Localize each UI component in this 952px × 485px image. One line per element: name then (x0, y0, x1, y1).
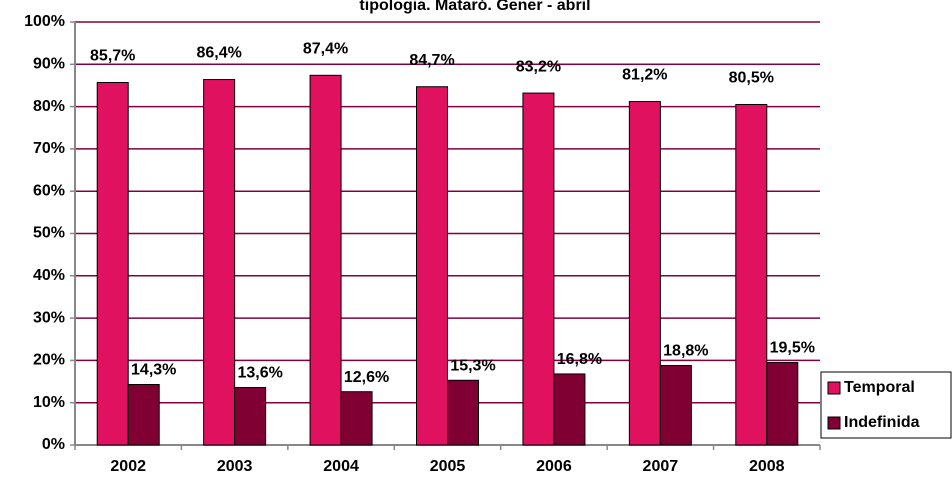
value-label: 14,3% (131, 362, 176, 379)
y-tick-label: 100% (24, 13, 65, 30)
x-tick-label: 2004 (323, 458, 359, 475)
value-label: 80,5% (729, 70, 774, 87)
value-label: 84,7% (409, 52, 454, 69)
x-tick-label: 2002 (110, 458, 146, 475)
legend-label: Indefinida (844, 414, 920, 431)
value-label: 87,4% (303, 41, 348, 58)
legend-swatch (827, 381, 841, 395)
y-tick-label: 70% (33, 140, 65, 157)
value-label: 85,7% (90, 48, 135, 65)
bar (553, 373, 586, 446)
y-tick-label: 40% (33, 267, 65, 284)
bar (234, 386, 267, 446)
bar (416, 86, 448, 446)
y-tick-label: 10% (33, 394, 65, 411)
x-tick-label: 2007 (643, 458, 679, 475)
value-label: 83,2% (516, 58, 561, 75)
bar (340, 391, 373, 446)
legend-swatch (827, 416, 841, 430)
bar (127, 384, 160, 446)
value-label: 81,2% (622, 67, 667, 84)
y-tick-label: 30% (33, 309, 65, 326)
y-tick-label: 90% (33, 56, 65, 73)
bar (628, 101, 661, 446)
value-label: 12,6% (344, 369, 389, 386)
x-tick-label: 2005 (430, 458, 466, 475)
bar (447, 379, 479, 446)
bar (309, 74, 342, 446)
y-tick-label: 0% (42, 436, 65, 453)
y-tick-label: 60% (33, 182, 65, 199)
chart-title: tipologia. Mataró. Gener - abril (359, 0, 590, 14)
bar (735, 103, 768, 446)
value-label: 86,4% (196, 45, 241, 62)
y-tick-label: 20% (33, 352, 65, 369)
bar (659, 364, 692, 446)
y-tick-label: 80% (33, 98, 65, 115)
value-label: 15,3% (450, 357, 495, 374)
legend-box (820, 371, 952, 439)
value-label: 16,8% (557, 351, 602, 368)
value-label: 13,6% (237, 365, 282, 382)
x-tick-label: 2006 (536, 458, 572, 475)
y-tick-label: 50% (33, 225, 65, 242)
value-label: 18,8% (663, 343, 708, 360)
value-label: 19,5% (770, 340, 815, 357)
legend-label: Temporal (844, 379, 915, 396)
x-tick-label: 2003 (217, 458, 253, 475)
bar (522, 92, 555, 446)
bar (203, 79, 236, 446)
x-tick-label: 2008 (749, 458, 785, 475)
bar (766, 362, 799, 446)
bar (96, 81, 129, 446)
